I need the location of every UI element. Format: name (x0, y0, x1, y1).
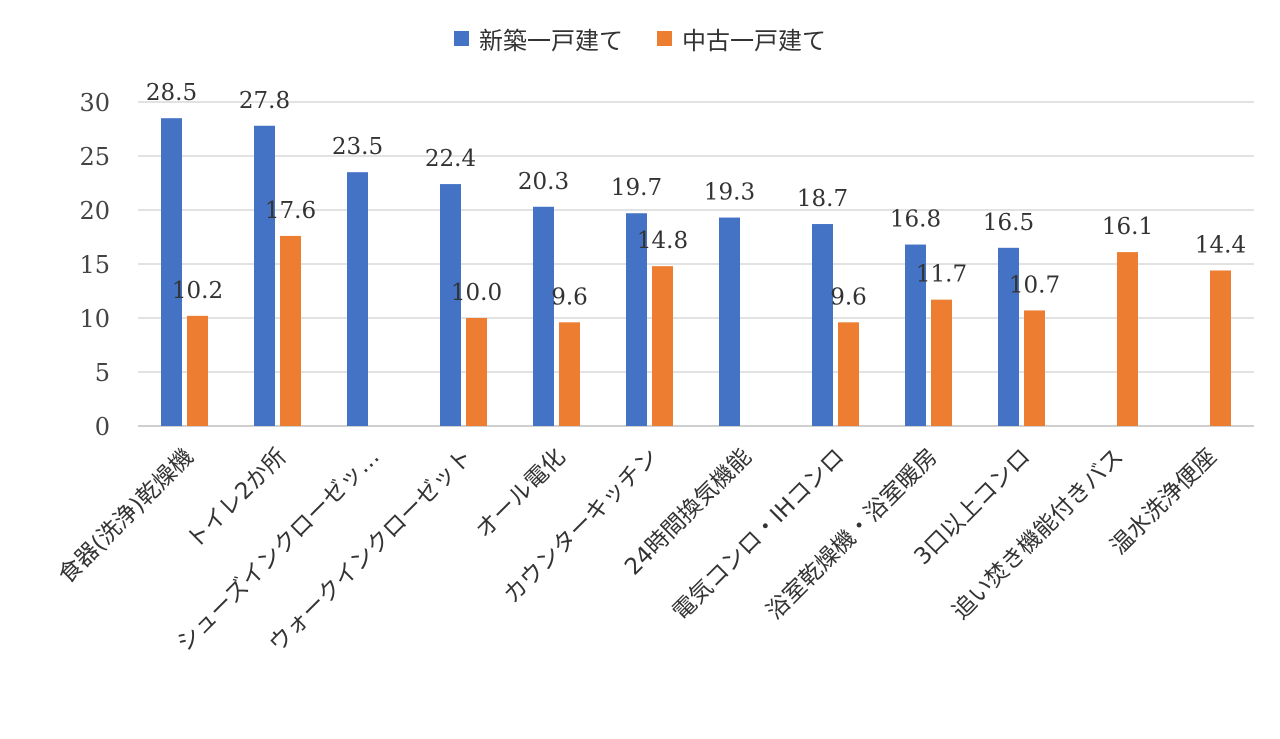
value-label-new-2: 23.5 (332, 134, 383, 160)
value-label-used-5: 14.8 (637, 228, 688, 254)
bar-used-4 (559, 322, 580, 426)
value-label-new-6: 19.3 (704, 180, 755, 206)
value-label-used-11: 14.4 (1195, 232, 1246, 258)
bar-used-10 (1117, 252, 1138, 426)
value-label-new-9: 16.5 (983, 210, 1034, 236)
legend-label-used-house: 中古一戸建て (682, 26, 826, 55)
bar-new-6 (719, 217, 740, 426)
gridlines (138, 101, 1254, 427)
y-tick-label-0: 0 (95, 413, 110, 441)
bar-used-11 (1210, 270, 1231, 426)
legend-item-new-house: 新築一戸建て (454, 21, 623, 56)
x-category-label-7: 電気コンロ・IHコンロ (668, 444, 850, 626)
x-category-label-4: オール電化 (471, 444, 571, 544)
y-tick-label-15: 15 (79, 251, 110, 279)
bar-new-4 (533, 206, 554, 426)
value-label-used-3: 10.0 (451, 280, 502, 306)
bar-new-3 (440, 184, 461, 426)
value-label-new-8: 16.8 (890, 207, 941, 233)
y-tick-label-30: 30 (79, 89, 110, 117)
value-label-used-10: 16.1 (1102, 214, 1153, 240)
value-label-new-7: 18.7 (797, 186, 848, 212)
value-label-new-5: 19.7 (611, 175, 662, 201)
value-label-used-4: 9.6 (551, 284, 588, 310)
y-tick-label-10: 10 (79, 305, 110, 333)
value-label-new-3: 22.4 (425, 146, 476, 172)
bars (161, 118, 1231, 426)
bar-used-1 (280, 235, 301, 426)
x-axis: 食器(洗浄)乾燥機トイレ2か所シューズインクローゼッ…ウォークインクローゼットオ… (54, 444, 1222, 658)
bar-used-0 (187, 315, 208, 426)
bar-new-9 (998, 247, 1019, 426)
value-label-used-7: 9.6 (830, 284, 867, 310)
value-label-used-0: 10.2 (172, 278, 223, 304)
value-label-used-9: 10.7 (1009, 272, 1060, 298)
value-label-used-1: 17.6 (265, 198, 316, 224)
legend-item-used-house: 中古一戸建て (657, 21, 826, 56)
bar-new-0 (161, 118, 182, 426)
legend-swatch-new-house (454, 30, 469, 46)
value-label-new-1: 27.8 (239, 88, 290, 114)
bar-new-5 (626, 213, 647, 426)
bar-used-5 (652, 266, 673, 426)
bar-used-9 (1024, 310, 1045, 426)
x-category-label-5: カウンターキッチン (499, 444, 664, 609)
bar-new-1 (254, 125, 275, 426)
y-tick-label-25: 25 (79, 143, 110, 171)
y-tick-label-5: 5 (95, 359, 110, 387)
bar-used-7 (838, 322, 859, 426)
x-category-label-10: 追い焚き機能付きバス (948, 444, 1129, 625)
legend-label-new-house: 新築一戸建て (479, 26, 623, 55)
bar-new-2 (347, 172, 368, 426)
value-labels: 28.5 10.2 27.8 17.6 23.5 22.4 10.0 20.3 9.6 19.7 1… (146, 80, 1246, 310)
bar-new-8 (905, 244, 926, 426)
bar-new-7 (812, 224, 833, 426)
bar-used-3 (466, 318, 487, 426)
x-category-label-8: 浴室乾燥機・浴室暖房 (762, 444, 943, 625)
legend-swatch-used-house (657, 30, 672, 46)
value-label-used-8: 11.7 (916, 262, 967, 288)
value-label-new-0: 28.5 (146, 80, 197, 106)
value-label-new-4: 20.3 (518, 169, 569, 195)
bar-used-8 (931, 299, 952, 426)
x-category-label-0: 食器(洗浄)乾燥機 (54, 444, 199, 589)
chart-legend: 新築一戸建て 中古一戸建て (0, 20, 1280, 56)
y-tick-label-20: 20 (79, 197, 110, 225)
y-axis: 0 5 10 15 20 25 30 (79, 89, 110, 441)
